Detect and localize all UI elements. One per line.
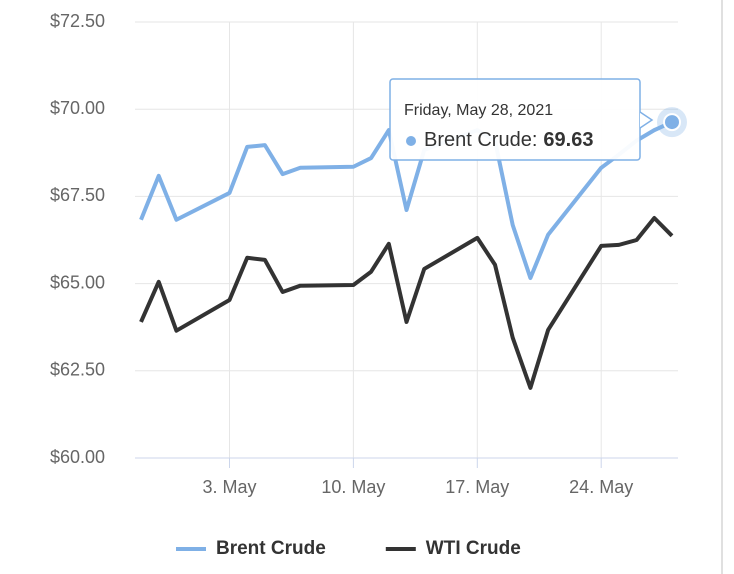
tooltip: Friday, May 28, 2021 Brent Crude: 69.63 — [389, 78, 654, 161]
tooltip-pointer — [639, 111, 654, 129]
series-line — [139, 120, 673, 281]
hover-point — [663, 113, 681, 132]
legend-item[interactable]: WTI Crude — [385, 538, 521, 559]
y-tick-label: $70.00 — [50, 98, 105, 118]
y-tick-label: $72.50 — [50, 11, 105, 31]
x-tick-label: 10. May — [321, 477, 385, 497]
legend-label: Brent Crude — [216, 538, 326, 559]
y-tick-label: $67.50 — [50, 185, 105, 205]
tooltip-header: Friday, May 28, 2021 — [404, 102, 553, 119]
y-tick-label: $62.50 — [50, 360, 105, 380]
legend-item[interactable]: Brent Crude — [176, 538, 326, 559]
x-tick-label: 3. May — [202, 477, 256, 497]
series-line — [139, 216, 674, 390]
y-tick-label: $60.00 — [50, 447, 105, 467]
tooltip-label: Brent Crude: — [424, 129, 537, 151]
x-tick-label: 17. May — [445, 477, 509, 497]
x-tick-label: 24. May — [569, 477, 633, 497]
tooltip-line: Brent Crude: 69.63 — [424, 129, 593, 151]
legend-label: WTI Crude — [426, 538, 521, 559]
y-tick-label: $65.00 — [50, 272, 105, 292]
tooltip-dot — [406, 136, 416, 146]
tooltip-value: 69.63 — [543, 129, 593, 151]
